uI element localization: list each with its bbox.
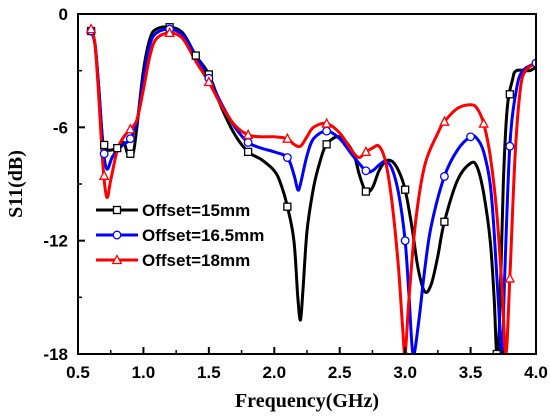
data-point-square	[126, 149, 135, 158]
data-point-triangle	[85, 23, 97, 34]
x-tick-label: 2.0	[262, 363, 286, 382]
series-line-triangle	[89, 28, 536, 354]
x-axis-title: Frequency(GHz)	[235, 390, 379, 412]
x-tick-label: 2.5	[328, 363, 352, 382]
data-point-triangle	[360, 145, 372, 157]
y-tick-label: -18	[43, 345, 68, 364]
y-tick-label: -12	[43, 232, 68, 251]
x-axis-ticks: 0.5 1.0 1.5 2.0 2.5 3.0 3.5 4.0	[66, 347, 548, 382]
data-point-square	[322, 140, 331, 149]
legend-label: Offset=15mm	[142, 201, 250, 220]
data-point-circle	[505, 141, 515, 151]
data-point-circle	[400, 236, 410, 246]
legend-marker-circle	[112, 230, 122, 240]
marker-layer	[85, 23, 536, 354]
data-point-square	[505, 90, 514, 99]
legend-marker-triangle	[111, 254, 123, 265]
x-tick-label: 1.0	[132, 363, 156, 382]
x-tick-label: 0.5	[66, 363, 90, 382]
data-point-triangle	[164, 26, 175, 38]
y-axis-ticks: 0 -6 -12 -18	[43, 5, 85, 364]
data-point-triangle	[98, 169, 110, 180]
data-point-square	[440, 217, 449, 226]
data-point-square	[361, 187, 371, 196]
data-point-square	[283, 202, 292, 211]
x-tick-label: 4.0	[524, 363, 548, 382]
data-point-circle	[282, 153, 292, 163]
data-point-square	[100, 140, 109, 150]
data-point-triangle	[282, 132, 293, 143]
data-point-triangle	[504, 272, 516, 283]
data-point-triangle	[439, 115, 450, 126]
data-point-triangle	[125, 123, 136, 134]
data-point-circle	[322, 126, 332, 136]
data-point-square	[492, 349, 501, 354]
y-tick-label: 0	[59, 5, 68, 24]
data-point-triangle	[203, 76, 215, 87]
legend: Offset=15mm Offset=16.5mm Offset=18mm	[96, 201, 264, 270]
y-axis-title: S11(dB)	[5, 150, 27, 218]
data-point-triangle	[478, 117, 489, 128]
legend-marker-square	[112, 205, 122, 215]
x-tick-label: 3.0	[393, 363, 417, 382]
data-point-circle	[439, 171, 449, 181]
data-point-circle	[466, 132, 476, 142]
data-point-circle	[125, 134, 135, 144]
data-point-square	[191, 51, 200, 60]
data-point-square	[113, 143, 122, 153]
data-point-triangle	[242, 128, 254, 140]
legend-label: Offset=18mm	[142, 251, 250, 270]
data-point-circle	[243, 137, 253, 147]
y-tick-label: -6	[53, 118, 68, 137]
data-point-square	[400, 185, 410, 194]
plot-area-background	[78, 14, 536, 354]
data-point-circle	[99, 149, 109, 159]
data-point-circle	[361, 166, 371, 176]
x-tick-label: 3.5	[459, 363, 483, 382]
data-point-triangle	[321, 117, 332, 128]
legend-label: Offset=16.5mm	[142, 226, 264, 245]
x-tick-label: 1.5	[197, 363, 221, 382]
data-point-square	[243, 147, 253, 157]
